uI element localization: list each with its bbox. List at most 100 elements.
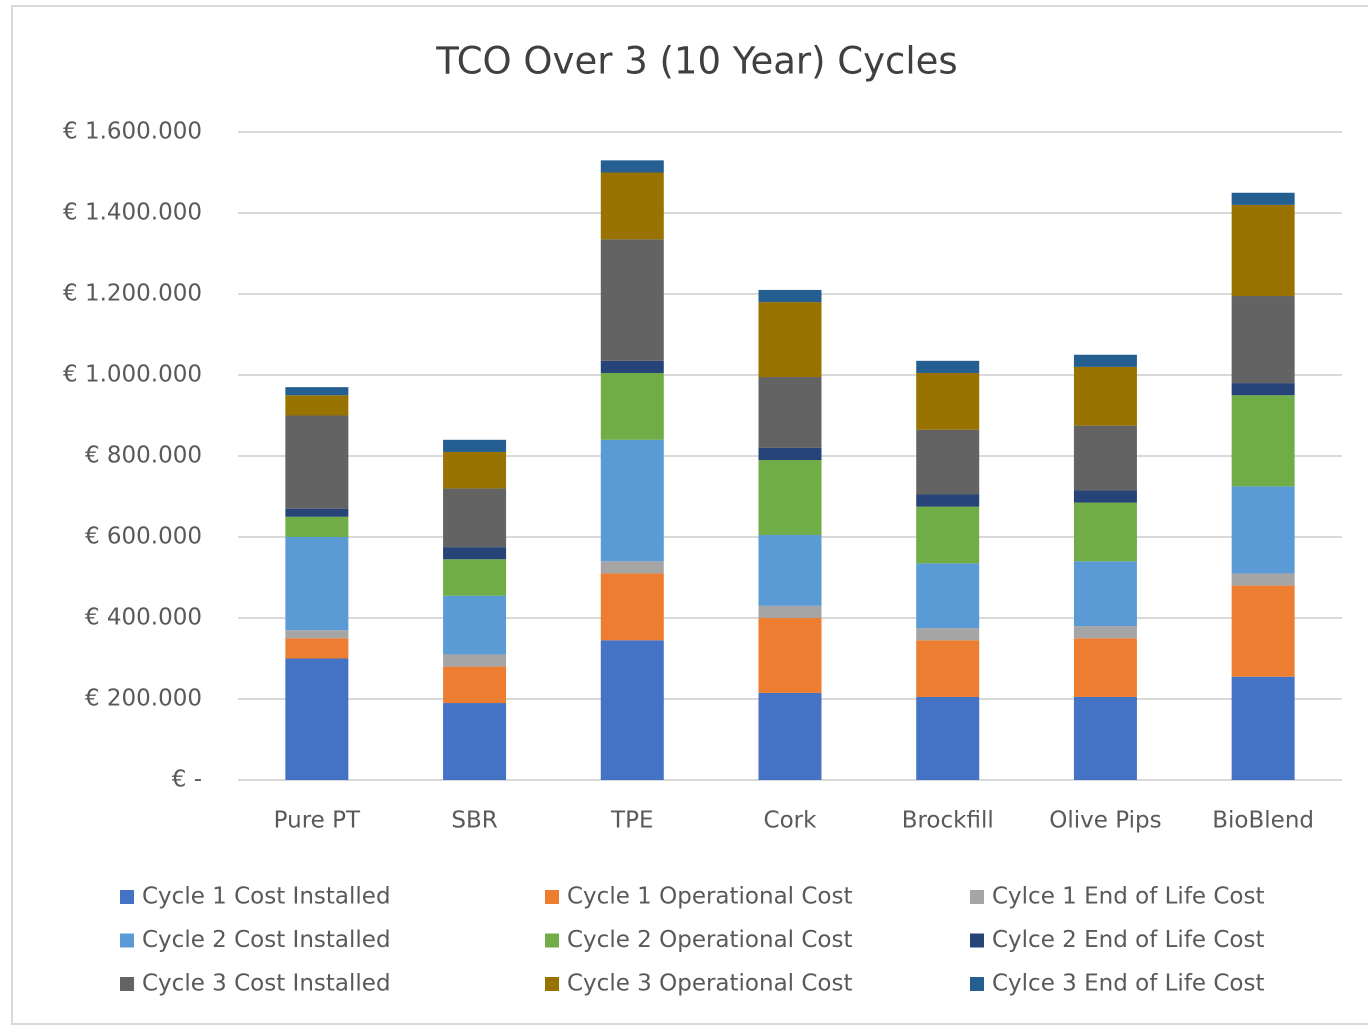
bar-segment [285,395,349,416]
legend-label: Cycle 1 Cost Installed [142,884,391,910]
legend-label: Cylce 2 End of Life Cost [992,927,1265,953]
bar-segment [600,561,664,574]
bar-segment [758,377,822,448]
bar-segment [1231,395,1295,487]
legend-swatch [120,890,134,904]
x-tick-label: Olive Pips [1049,808,1161,834]
bar-segment [1231,486,1295,574]
bar-segment [1231,676,1295,780]
bar-segment [600,640,664,780]
bar-segment [600,372,664,440]
legend-swatch [970,933,984,948]
bar-segment [443,666,507,704]
bar-segment [285,415,349,509]
bar-segment [916,429,980,495]
bar-segment [285,516,349,537]
bar-segment [443,654,507,667]
bar-segment [285,638,349,659]
legend-swatch [970,890,984,904]
y-tick-label: € 400.000 [85,605,202,631]
x-tick-label: SBR [451,808,497,834]
legend-swatch [970,977,984,991]
bar-segment [443,488,507,548]
bar-segment [600,160,664,173]
bar-segment [758,460,822,535]
x-tick-label: Pure PT [274,808,361,834]
bar-segment [443,547,507,560]
x-tick-label: TPE [610,808,653,834]
bar-segment [1073,490,1137,503]
bar-segment [1073,626,1137,639]
legend-swatch [120,933,134,948]
bar-segment [758,534,822,606]
chart-frame [11,5,1368,1025]
y-tick-label: € 600.000 [85,524,202,550]
bar-segment [285,508,349,517]
bar-segment [1073,561,1137,627]
bar-segment [916,640,980,697]
bar-segment [285,658,349,780]
bar-segment [758,692,822,780]
bar-segment [285,387,349,396]
legend-label: Cylce 1 End of Life Cost [992,884,1265,910]
bar-segment [916,494,980,507]
legend-swatch [120,977,134,991]
legend-label: Cycle 2 Operational Cost [567,927,853,953]
bar-segment [600,439,664,562]
legend-swatch [545,890,559,904]
bar-segment [600,172,664,240]
legend-label: Cylce 3 End of Life Cost [992,971,1265,997]
bar-segment [1231,204,1295,297]
bar-segment [600,573,664,641]
bar-segment [916,563,980,629]
bar-segment [758,289,822,303]
bar-segment [916,628,980,641]
bar-segment [916,696,980,780]
bar-segment [285,630,349,639]
bar-segment [443,559,507,596]
bar-segment [916,360,980,373]
bar-segment [1231,192,1295,205]
bar-segment [1073,696,1137,780]
y-tick-label: € 200.000 [85,686,202,712]
y-tick-label: € 800.000 [85,443,202,469]
bar-segment [1231,296,1295,384]
bar-segment [443,595,507,655]
legend-label: Cycle 2 Cost Installed [142,927,391,953]
x-tick-label: Brockfill [902,808,994,834]
legend-label: Cycle 3 Operational Cost [567,971,853,997]
y-tick-label: € - [172,767,202,793]
bar-segment [443,451,507,489]
bar-segment [1073,366,1137,426]
y-tick-label: € 1.000.000 [63,362,202,388]
bar-segment [1073,638,1137,697]
bar-segment [1231,573,1295,586]
bar-segment [600,239,664,361]
legend-swatch [545,933,559,948]
bar-segment [916,506,980,564]
y-tick-label: € 1.400.000 [63,200,202,226]
bar-segment [758,605,822,618]
bar-segment [758,447,822,461]
legend-swatch [545,977,559,991]
y-tick-label: € 1.200.000 [63,281,202,307]
bar-segment [758,302,822,378]
bar-segment [758,618,822,693]
legend-label: Cycle 1 Operational Cost [567,884,853,910]
bar-segment [285,537,349,631]
bar-segment [916,372,980,430]
bar-segment [600,360,664,373]
bar-segment [1073,425,1137,491]
x-tick-label: BioBlend [1212,808,1314,834]
bar-segment [443,703,507,780]
bar-segment [1231,383,1295,396]
x-tick-label: Cork [764,808,818,834]
bar-segment [1073,354,1137,367]
chart-title: TCO Over 3 (10 Year) Cycles [435,40,957,83]
bar-segment [1073,502,1137,562]
y-tick-label: € 1.600.000 [63,119,202,145]
legend-label: Cycle 3 Cost Installed [142,971,391,997]
bar-segment [443,439,507,452]
bar-segment [1231,585,1295,677]
